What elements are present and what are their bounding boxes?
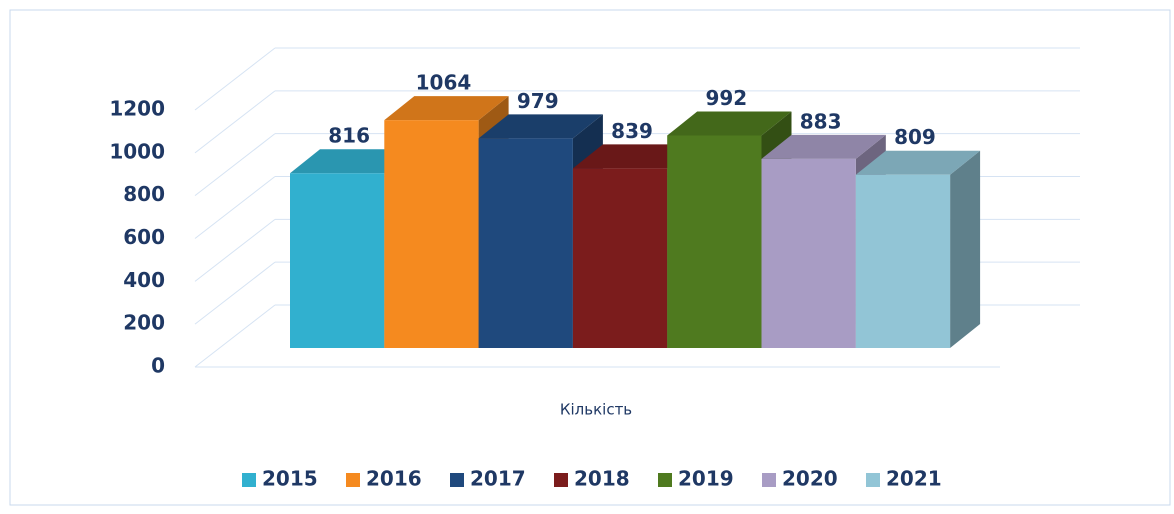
bar-face xyxy=(667,111,792,136)
legend-label: 2017 xyxy=(470,467,526,491)
legend-label: 2018 xyxy=(574,467,630,491)
data-label: 809 xyxy=(894,125,936,149)
bar-face xyxy=(290,149,415,174)
legend-swatch xyxy=(762,473,776,487)
bar-face xyxy=(855,150,981,175)
bar-face xyxy=(384,96,509,121)
y-tick-label: 200 xyxy=(123,311,165,335)
bar-face xyxy=(667,135,762,348)
bar xyxy=(855,150,981,348)
y-tick-label: 1200 xyxy=(109,97,165,121)
legend-swatch xyxy=(658,473,672,487)
bar-face xyxy=(478,138,573,348)
bar-face xyxy=(478,114,603,139)
bar-face xyxy=(572,168,668,348)
grid-line xyxy=(194,304,276,368)
grid-line xyxy=(194,176,276,239)
legend-swatch xyxy=(554,473,568,487)
legend-label: 2019 xyxy=(678,467,734,491)
grid-line xyxy=(194,47,276,111)
y-tick-label: 1000 xyxy=(109,139,165,163)
legend-label: 2015 xyxy=(262,467,318,491)
legend-swatch xyxy=(866,473,880,487)
legend-swatch xyxy=(346,473,360,487)
grid-line xyxy=(194,218,276,282)
data-label: 992 xyxy=(705,86,747,110)
bar-face xyxy=(290,173,385,348)
bar-face xyxy=(761,134,886,159)
grid-line xyxy=(194,261,276,325)
legend-swatch xyxy=(242,473,256,487)
data-label: 979 xyxy=(517,89,559,113)
data-label: 1064 xyxy=(416,71,472,95)
legend-label: 2021 xyxy=(886,467,942,491)
y-tick-label: 0 xyxy=(151,354,165,378)
bar-face xyxy=(855,174,951,348)
bar-face xyxy=(950,150,981,348)
data-label: 816 xyxy=(328,124,370,148)
legend-label: 2020 xyxy=(782,467,838,491)
y-tick-label: 800 xyxy=(123,182,165,206)
grid-line xyxy=(194,90,276,154)
y-tick-label: 400 xyxy=(123,268,165,292)
data-label: 839 xyxy=(611,119,653,143)
y-tick-label: 600 xyxy=(123,225,165,249)
bar-face xyxy=(572,144,698,169)
legend-label: 2016 xyxy=(366,467,422,491)
data-label: 883 xyxy=(800,109,842,133)
grid-line xyxy=(194,133,276,197)
bar-face xyxy=(761,158,856,348)
legend-swatch xyxy=(450,473,464,487)
bar-face xyxy=(384,120,479,348)
x-category-label: Кількість xyxy=(560,401,632,419)
